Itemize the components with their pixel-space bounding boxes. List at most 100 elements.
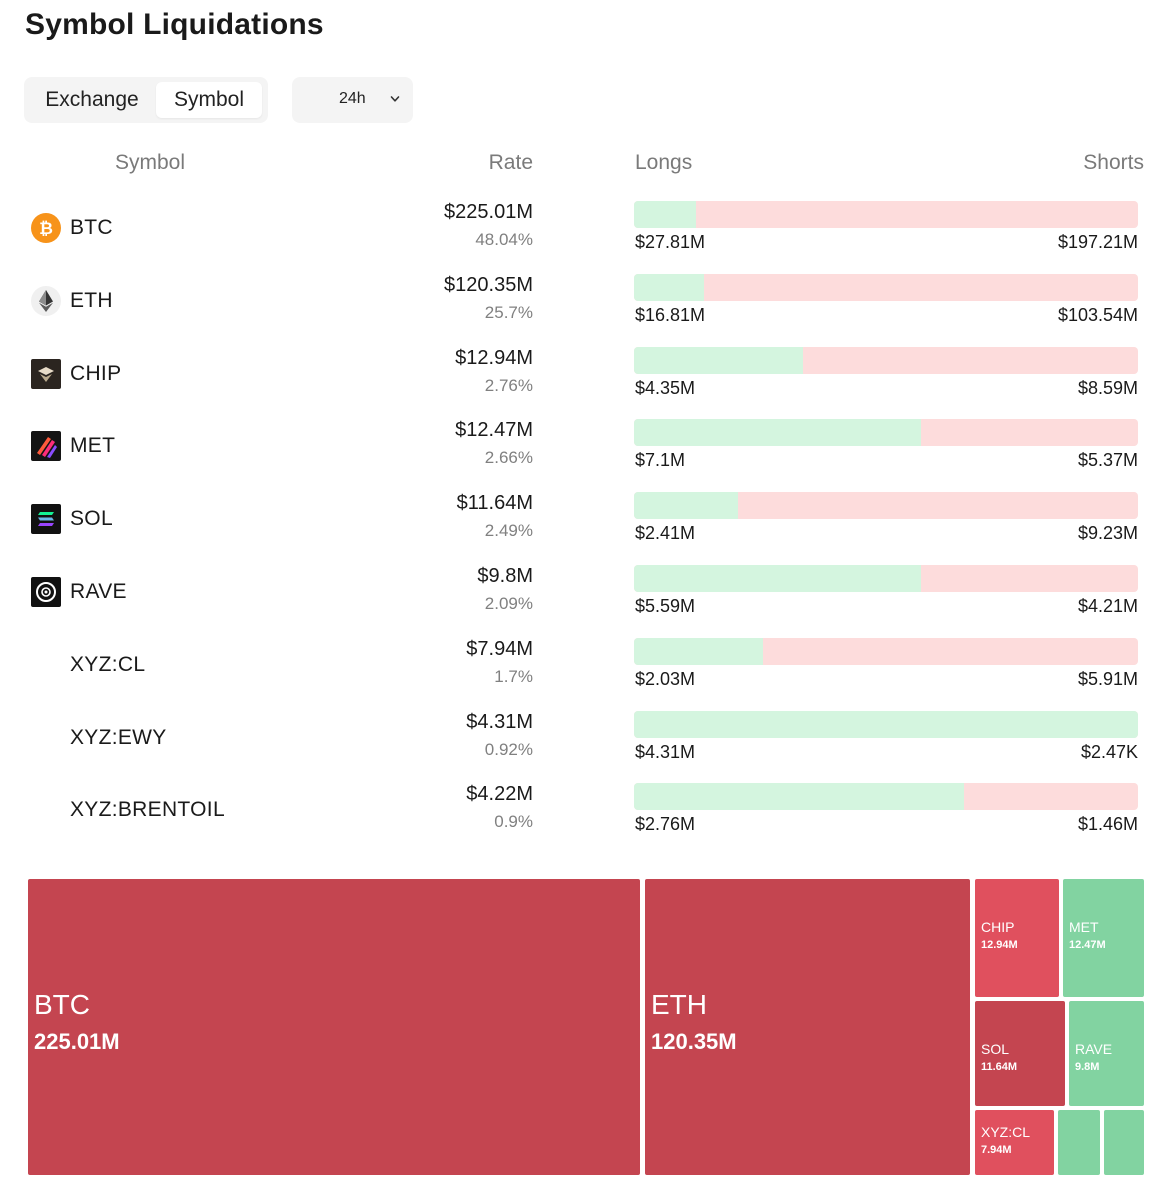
treemap-label: BTC bbox=[34, 989, 90, 1020]
long-bar-fill bbox=[634, 710, 1138, 738]
table-row[interactable]: RAVE $9.8M 2.09% $5.59M $4.21M bbox=[0, 565, 1169, 638]
long-short-bar bbox=[634, 273, 1138, 301]
shorts-value: $103.54M bbox=[1057, 304, 1138, 325]
long-short-bar bbox=[634, 201, 1138, 228]
longs-value: $4.31M bbox=[635, 741, 696, 762]
rate-percent: 2.09% bbox=[484, 594, 533, 613]
rate-value: $9.8M bbox=[477, 565, 533, 587]
treemap-value: 11.64M bbox=[981, 1061, 1018, 1073]
ethereum-icon bbox=[31, 285, 61, 316]
long-short-bar bbox=[634, 637, 1138, 665]
tab-symbol[interactable]: Symbol bbox=[156, 82, 262, 118]
chip-icon bbox=[31, 358, 61, 389]
long-bar-fill bbox=[634, 637, 763, 665]
longs-value: $5.59M bbox=[635, 596, 696, 616]
rate-percent: 1.7% bbox=[494, 666, 533, 686]
table-row[interactable]: XYZ:EWY $4.31M 0.92% $4.31M $2.47K bbox=[0, 710, 1169, 784]
treemap-cell[interactable]: MET 12.47M bbox=[1063, 879, 1144, 997]
rate-value: $12.47M bbox=[455, 419, 533, 442]
table-row[interactable]: XYZ:BRENTOIL $4.22M 0.9% $2.76M $1.46M bbox=[0, 783, 1169, 856]
met-icon bbox=[31, 431, 61, 462]
rave-icon bbox=[31, 577, 61, 607]
treemap-cell[interactable]: CHIP 12.94M bbox=[975, 879, 1059, 997]
treemap-cell[interactable]: RAVE 9.8M bbox=[1069, 1001, 1144, 1106]
column-header-longs[interactable]: Longs bbox=[635, 151, 693, 174]
column-header-shorts[interactable]: Shorts bbox=[1083, 151, 1144, 174]
table-row[interactable]: SOL $11.64M 2.49% $2.41M $9.23M bbox=[0, 492, 1169, 565]
long-bar-fill bbox=[634, 565, 922, 592]
rate-value: $11.64M bbox=[456, 492, 533, 515]
treemap-label: CHIP bbox=[981, 919, 1015, 935]
table-row[interactable]: ₿ BTC $225.01M 48.04% $27.81M $197.21M bbox=[0, 201, 1169, 274]
shorts-value: $8.59M bbox=[1077, 377, 1138, 398]
rate-value: $7.94M bbox=[466, 637, 533, 660]
tab-exchange[interactable]: Exchange bbox=[45, 88, 139, 111]
treemap-label: MET bbox=[1069, 919, 1099, 935]
rate-percent: 0.92% bbox=[484, 739, 533, 759]
treemap-cell[interactable]: BTC 225.01M bbox=[28, 879, 640, 1175]
shorts-value: $4.21M bbox=[1077, 596, 1138, 616]
period-select[interactable]: 24h bbox=[292, 77, 413, 123]
rate-value: $225.01M bbox=[444, 201, 533, 223]
rate-percent: 2.49% bbox=[484, 521, 533, 541]
treemap-value: 9.8M bbox=[1075, 1061, 1100, 1073]
treemap-cell[interactable]: ETH 120.35M bbox=[645, 879, 970, 1175]
treemap-cell[interactable] bbox=[1058, 1110, 1100, 1175]
longs-value: $2.76M bbox=[635, 814, 696, 835]
treemap-value: 225.01M bbox=[34, 1029, 120, 1054]
treemap-label: XYZ:CL bbox=[981, 1124, 1031, 1140]
symbol-name: RAVE bbox=[70, 580, 127, 603]
table-row[interactable]: CHIP $12.94M 2.76% $4.35M $8.59M bbox=[0, 346, 1169, 420]
shorts-value: $197.21M bbox=[1057, 232, 1138, 252]
table-row[interactable]: XYZ:CL $7.94M 1.7% $2.03M $5.91M bbox=[0, 637, 1169, 711]
treemap-cell[interactable]: SOL 11.64M bbox=[975, 1001, 1065, 1106]
shorts-value: $5.37M bbox=[1077, 450, 1138, 471]
treemap-label: RAVE bbox=[1075, 1041, 1113, 1057]
rate-value: $4.31M bbox=[466, 710, 533, 733]
long-bar-fill bbox=[634, 492, 739, 520]
treemap-value: 7.94M bbox=[981, 1144, 1012, 1156]
treemap-cell[interactable]: XYZ:CL 7.94M bbox=[975, 1110, 1054, 1175]
long-short-bar bbox=[634, 346, 1138, 374]
rate-percent: 2.76% bbox=[484, 375, 533, 395]
long-short-bar bbox=[634, 419, 1138, 447]
shorts-value: $9.23M bbox=[1077, 523, 1138, 544]
rate-percent: 48.04% bbox=[475, 230, 533, 249]
long-short-bar bbox=[634, 565, 1138, 592]
table-row[interactable]: MET $12.47M 2.66% $7.1M $5.37M bbox=[0, 419, 1169, 492]
rate-percent: 0.9% bbox=[494, 812, 533, 832]
long-short-bar bbox=[634, 783, 1138, 811]
symbol-name: XYZ:CL bbox=[70, 652, 146, 676]
longs-value: $4.35M bbox=[635, 377, 696, 398]
shorts-value: $5.91M bbox=[1077, 668, 1138, 689]
rate-value: $12.94M bbox=[455, 346, 533, 369]
symbol-name: ETH bbox=[70, 288, 113, 312]
page-title: Symbol Liquidations bbox=[25, 8, 324, 41]
long-bar-fill bbox=[634, 783, 964, 811]
longs-value: $27.81M bbox=[635, 232, 706, 252]
treemap-value: 12.47M bbox=[1069, 939, 1106, 951]
table-row[interactable]: ETH $120.35M 25.7% $16.81M $103.54M bbox=[0, 273, 1169, 347]
symbol-name: MET bbox=[70, 434, 116, 458]
long-short-bar bbox=[634, 710, 1138, 738]
symbol-name: XYZ:BRENTOIL bbox=[70, 798, 225, 822]
shorts-value: $2.47K bbox=[1080, 741, 1138, 762]
longs-value: $7.1M bbox=[635, 450, 686, 471]
treemap-value: 120.35M bbox=[651, 1029, 737, 1054]
longs-value: $2.03M bbox=[635, 668, 696, 689]
column-header-rate[interactable]: Rate bbox=[488, 151, 533, 174]
treemap-cell[interactable] bbox=[1104, 1110, 1144, 1175]
period-value: 24h bbox=[339, 90, 366, 107]
long-bar-fill bbox=[634, 273, 705, 301]
treemap-label: SOL bbox=[981, 1041, 1010, 1057]
symbol-name: BTC bbox=[70, 216, 113, 239]
long-bar-fill bbox=[634, 346, 804, 374]
bitcoin-icon: ₿ bbox=[31, 213, 61, 243]
svg-text:₿: ₿ bbox=[39, 219, 53, 239]
symbol-name: CHIP bbox=[70, 361, 122, 385]
view-toggle: Exchange Symbol bbox=[24, 77, 268, 123]
column-header-symbol[interactable]: Symbol bbox=[115, 151, 186, 174]
long-short-bar bbox=[634, 492, 1138, 520]
symbol-name: SOL bbox=[70, 507, 113, 531]
rate-value: $120.35M bbox=[444, 273, 533, 296]
